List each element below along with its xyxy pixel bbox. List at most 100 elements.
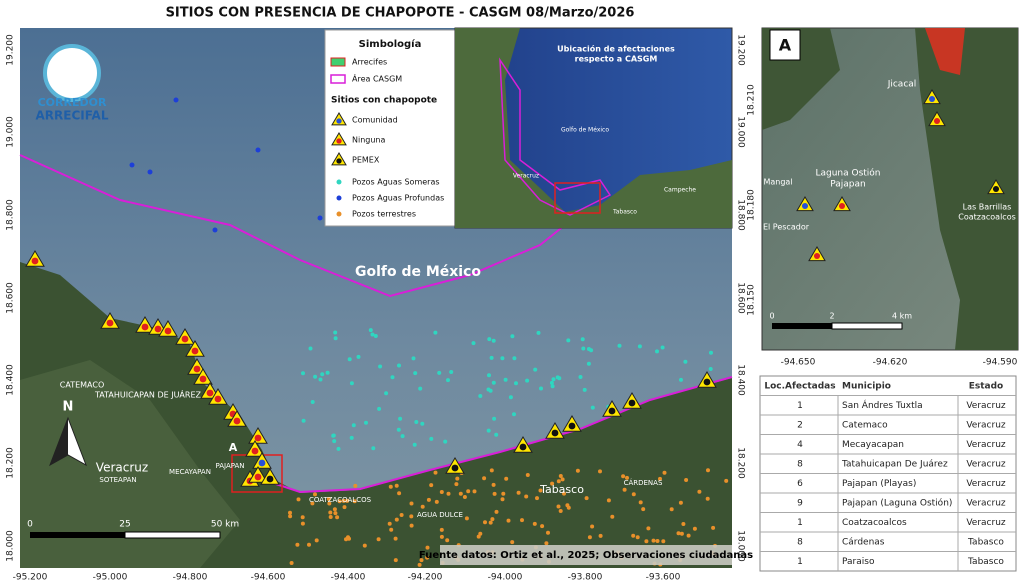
land-well (662, 470, 667, 475)
lat-tick: 18.600 (736, 282, 746, 314)
land-well (490, 517, 495, 522)
inset-box (554, 182, 601, 214)
lat-tick: 18.150 (747, 284, 757, 316)
land-well (433, 470, 438, 475)
table-cell: Veracruz (966, 498, 1006, 508)
shallow-well (578, 375, 583, 379)
site-dot (336, 118, 342, 124)
place-label: TATAHUICAPAN DE JUÁREZ (94, 389, 202, 400)
table-cell: Paraiso (842, 557, 875, 567)
shallow-well (390, 375, 395, 380)
land-well (500, 497, 505, 502)
shallow-well (566, 338, 571, 343)
land-well (558, 509, 563, 513)
lat-tick: 18.400 (6, 364, 16, 396)
table-cell: Pajapan (Playas) (842, 479, 916, 489)
land-well (621, 474, 626, 479)
inset-label: Veracruz (513, 173, 539, 180)
detail-label: El Pescador (763, 223, 810, 232)
inset-label: Campeche (664, 187, 696, 194)
land-well (439, 490, 444, 494)
shallow-well (551, 377, 556, 382)
lon-tick: -95.200 (13, 573, 48, 583)
shallow-well (301, 418, 306, 423)
shallow-well (580, 337, 585, 342)
shallow-well (320, 372, 325, 377)
deep-well (317, 215, 323, 221)
shallow-well (332, 439, 337, 444)
place-label: SOTEAPAN (99, 476, 136, 484)
lat-tick: 19.000 (6, 116, 16, 148)
shallow-well (333, 330, 338, 335)
table-cell: Pajapan (Laguna Ostión) (842, 497, 952, 508)
site-dot (608, 407, 616, 415)
land-well (288, 510, 292, 515)
legend-label: Pozos Aguas Someras (352, 178, 440, 187)
inset-casgm (499, 57, 612, 216)
table-cell: Veracruz (966, 401, 1006, 411)
land-well (417, 562, 422, 567)
site-dot (233, 417, 241, 425)
scale-label: 25 (119, 520, 130, 530)
shallow-well (494, 432, 499, 437)
site-dot (154, 325, 162, 333)
lat-tick: 18.200 (6, 447, 16, 479)
land-well (610, 514, 615, 519)
inset-label: Tabasco (612, 209, 637, 216)
shallow-well (533, 367, 538, 372)
shallow-well (310, 400, 315, 404)
inset-label: Golfo de México (561, 127, 609, 134)
site-dot (193, 365, 201, 373)
land-well (439, 527, 444, 532)
shallow-well (489, 355, 494, 360)
land-well (462, 495, 467, 499)
legend-label: Comunidad (352, 116, 398, 125)
shallow-well (539, 386, 543, 391)
shallow-well (433, 330, 438, 335)
legend-swatch (330, 57, 346, 67)
land-well (646, 526, 651, 531)
site-dot (254, 473, 262, 481)
deep-well (147, 169, 153, 175)
land-well (520, 518, 524, 523)
title: SITIOS CON PRESENCIA DE CHAPOPOTE - CASG… (166, 6, 635, 21)
land-relief (20, 360, 240, 568)
table-cell: Tatahuicapan De Juárez (841, 459, 948, 469)
land-well (678, 500, 683, 505)
legend-label: Ninguna (352, 136, 385, 145)
shallow-well (384, 391, 389, 396)
place-label: COATZACOALCOS (309, 496, 372, 504)
lat-tick: 19.200 (6, 34, 16, 66)
shallow-well (486, 428, 491, 433)
lat-tick: 18.800 (6, 199, 16, 231)
land-well (661, 539, 666, 544)
shallow-well (356, 354, 361, 359)
shallow-well (508, 395, 513, 400)
lat-tick: 18.000 (736, 530, 746, 562)
legend-swatch (330, 74, 346, 84)
shallow-well (617, 343, 622, 348)
site-dot (838, 202, 846, 210)
reef (925, 28, 965, 75)
lon-tick: -94.620 (873, 358, 908, 368)
shallow-well (709, 350, 713, 355)
site-dot (181, 335, 189, 343)
detail-label: Jicacal (887, 80, 917, 90)
land-well (482, 476, 487, 481)
shallow-well (420, 421, 425, 426)
lat-tick: 18.400 (736, 364, 746, 396)
site-dot (191, 347, 199, 355)
land-well (644, 539, 649, 544)
land-well (676, 531, 681, 536)
land-well (669, 507, 674, 512)
land-well (397, 491, 402, 496)
land-well (439, 534, 444, 539)
scale-bar (30, 532, 125, 538)
land-well (429, 483, 434, 488)
wells (129, 97, 729, 567)
shallow-well (411, 356, 416, 361)
land-well (353, 483, 358, 488)
table-cell: Coatzacoalcos (842, 518, 907, 528)
land-well (504, 476, 509, 481)
land-well (393, 536, 398, 541)
